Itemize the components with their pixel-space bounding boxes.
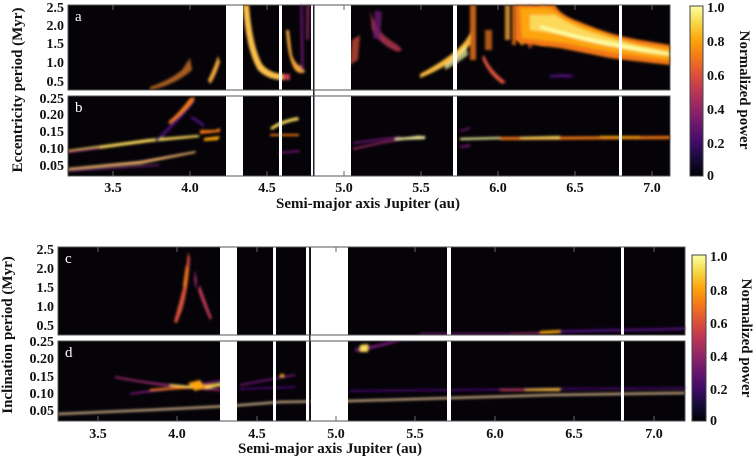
panel-a-label: a — [75, 9, 82, 25]
svg-text:5.5: 5.5 — [406, 427, 424, 442]
panel-d-background — [58, 341, 685, 421]
top-xtick-marks — [112, 5, 653, 176]
bottom-colorbar — [691, 254, 707, 422]
svg-text:4.5: 4.5 — [248, 427, 266, 442]
svg-text:0.05: 0.05 — [40, 159, 65, 174]
svg-text:2.5: 2.5 — [47, 1, 65, 16]
bottom-y-axis-label: Inclination period (Myr) — [0, 256, 16, 414]
svg-text:1.0: 1.0 — [707, 1, 725, 16]
svg-text:0.4: 0.4 — [707, 103, 725, 118]
svg-text:0.5: 0.5 — [37, 319, 55, 334]
top-xticks: 3.5 4.0 4.5 5.0 5.5 6.0 6.5 7.0 — [104, 181, 661, 196]
top-colorbar-ticks: 1.0 0.8 0.6 0.4 0.2 0 — [707, 1, 725, 184]
svg-text:1.0: 1.0 — [710, 250, 728, 265]
svg-text:3.5: 3.5 — [89, 427, 107, 442]
svg-text:0.2: 0.2 — [710, 383, 728, 398]
top-x-axis-label: Semi-major axis Jupiter (au) — [276, 196, 460, 212]
svg-text:3.5: 3.5 — [104, 181, 122, 196]
top-y-axis-label: Eccentricity period (Myr) — [10, 8, 26, 173]
panel-b-features — [68, 97, 670, 172]
svg-text:4.0: 4.0 — [168, 427, 186, 442]
svg-text:0.20: 0.20 — [30, 352, 55, 367]
svg-text:0.6: 0.6 — [707, 69, 725, 84]
svg-text:4.5: 4.5 — [258, 181, 276, 196]
panel-a-band — [515, 5, 670, 78]
panel-c-yticks: 2.5 2.0 1.5 1.0 0.5 — [37, 243, 55, 334]
bottom-colorbar-ticks: 1.0 0.8 0.6 0.4 0.2 0 — [710, 250, 728, 429]
bottom-xticks: 3.5 4.0 4.5 5.0 5.5 6.0 6.5 7.0 — [89, 427, 663, 442]
panel-d-yticks: 0.25 0.20 0.15 0.10 0.05 — [30, 335, 55, 419]
bottom-xtick-marks — [97, 247, 655, 421]
svg-text:0.8: 0.8 — [710, 284, 728, 299]
svg-text:0.8: 0.8 — [707, 35, 725, 50]
panel-c-label: c — [65, 251, 72, 267]
svg-text:6.0: 6.0 — [489, 181, 507, 196]
svg-text:1.5: 1.5 — [47, 37, 65, 52]
svg-text:7.0: 7.0 — [645, 427, 663, 442]
panel-a-yticks: 2.5 2.0 1.5 1.0 0.5 — [47, 1, 65, 90]
top-figure: a b 2.5 2.0 1.5 1.0 0.5 0.25 0.20 0.15 0… — [10, 1, 752, 212]
svg-text:0.15: 0.15 — [30, 370, 55, 385]
svg-text:7.0: 7.0 — [643, 181, 661, 196]
svg-text:2.0: 2.0 — [47, 19, 65, 34]
bottom-masked-gaps — [58, 247, 685, 421]
top-colorbar-label: Normalized power — [736, 31, 752, 150]
panel-b-background — [68, 96, 670, 176]
svg-text:0.5: 0.5 — [47, 75, 65, 90]
svg-text:0.05: 0.05 — [30, 404, 55, 419]
svg-text:0.6: 0.6 — [710, 317, 728, 332]
svg-text:0.10: 0.10 — [40, 142, 65, 157]
svg-text:5.0: 5.0 — [327, 427, 345, 442]
svg-text:1.5: 1.5 — [37, 281, 55, 296]
svg-text:5.5: 5.5 — [412, 181, 430, 196]
bottom-x-axis-label: Semi-major axis Jupiter (au) — [238, 441, 422, 457]
svg-text:5.0: 5.0 — [335, 181, 353, 196]
svg-text:0.15: 0.15 — [40, 125, 65, 140]
svg-text:4.0: 4.0 — [181, 181, 199, 196]
svg-text:6.5: 6.5 — [565, 427, 583, 442]
svg-text:0: 0 — [707, 169, 714, 184]
svg-text:0.2: 0.2 — [707, 137, 725, 152]
panel-d-label: d — [65, 345, 73, 361]
svg-text:6.5: 6.5 — [566, 181, 584, 196]
bottom-colorbar-label: Normalized power — [738, 279, 753, 398]
svg-text:0.25: 0.25 — [40, 92, 65, 107]
svg-text:1.0: 1.0 — [37, 300, 55, 315]
panel-c-background — [58, 247, 685, 335]
svg-text:2.5: 2.5 — [37, 243, 55, 258]
panel-b-label: b — [75, 100, 83, 116]
svg-text:0.10: 0.10 — [30, 387, 55, 402]
svg-text:0.20: 0.20 — [40, 108, 65, 123]
svg-text:1.0: 1.0 — [47, 56, 65, 71]
svg-text:0.25: 0.25 — [30, 335, 55, 350]
svg-text:6.0: 6.0 — [486, 427, 504, 442]
top-colorbar — [689, 5, 704, 177]
svg-text:0: 0 — [710, 414, 717, 429]
bottom-figure: c d 2.5 2.0 1.5 1.0 0.5 0.25 0.20 0.15 0… — [0, 243, 753, 457]
svg-text:2.0: 2.0 — [37, 262, 55, 277]
panel-b-yticks: 0.25 0.20 0.15 0.10 0.05 — [40, 92, 65, 174]
svg-text:0.4: 0.4 — [710, 350, 728, 365]
